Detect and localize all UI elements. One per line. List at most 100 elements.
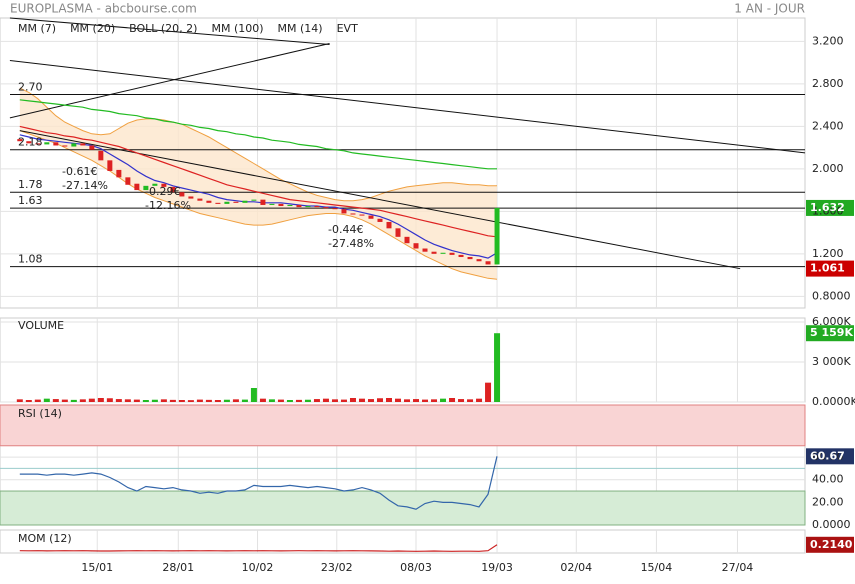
panel-frame <box>0 17 806 309</box>
oversold-zone <box>0 490 806 526</box>
candle <box>431 251 437 254</box>
candle <box>440 252 446 254</box>
y-tick-label: 1.600 <box>812 204 844 217</box>
candle <box>467 257 473 260</box>
last-mom: 0.2140 <box>810 538 853 551</box>
volume-bar <box>449 398 456 402</box>
volume-bar <box>178 400 185 402</box>
y-tick-label: 0.8000 <box>812 289 851 302</box>
candle <box>98 150 104 161</box>
volume-bar <box>34 399 41 402</box>
bollinger-lower <box>19 130 498 280</box>
last-price-bg <box>806 199 854 216</box>
candle <box>44 142 50 145</box>
candle <box>341 209 347 214</box>
candle <box>152 183 158 186</box>
candle <box>413 243 419 249</box>
last-price: 1.632 <box>810 201 845 214</box>
candle <box>62 145 68 147</box>
y-tick-label: 2.800 <box>812 77 844 90</box>
candle <box>368 215 374 219</box>
volume-bar <box>232 399 239 402</box>
panel-frame <box>0 529 806 554</box>
volume-bar <box>223 399 230 402</box>
candle <box>260 199 266 205</box>
level-label: 1.08 <box>18 253 43 266</box>
candle <box>179 192 185 197</box>
bollinger-upper <box>19 87 497 202</box>
volume-bar <box>394 398 401 402</box>
volume-bar <box>70 399 77 402</box>
x-tick-label: 27/04 <box>722 561 754 574</box>
indicator-line <box>19 456 498 510</box>
volume-bar <box>61 399 68 402</box>
moving-average <box>19 125 498 238</box>
volume-bar <box>331 399 338 402</box>
candle <box>269 203 275 205</box>
volume-bar <box>458 399 465 402</box>
legend-entry: MM (100) <box>211 22 263 35</box>
legend-entry: MM (14) <box>278 22 323 35</box>
candle <box>476 259 482 262</box>
volume-bar <box>286 400 293 402</box>
volume-bar <box>304 399 311 402</box>
panel-label: RSI (14) <box>18 407 62 420</box>
candle <box>89 145 95 150</box>
candle <box>404 236 410 244</box>
x-tick-label: 02/04 <box>560 561 592 574</box>
panel-label: VOLUME <box>18 319 64 332</box>
last-volume: 5 159K <box>810 326 853 339</box>
annotation: -0.44€ <box>328 223 363 236</box>
moving-average <box>19 99 497 170</box>
overbought-zone <box>0 404 806 447</box>
legend-entry: MM (20) <box>70 22 115 35</box>
volume-bar <box>268 399 275 402</box>
candle <box>485 261 491 265</box>
candle <box>422 248 428 252</box>
moving-average <box>19 134 498 259</box>
y-tick-label: 6.000K <box>812 315 851 328</box>
candle <box>395 228 401 237</box>
candle <box>386 221 392 229</box>
candle <box>188 196 194 199</box>
y-tick-label: 3.200 <box>812 34 844 47</box>
volume-bar <box>151 399 158 402</box>
panel-label: MOM (12) <box>18 532 72 545</box>
candle <box>17 139 23 142</box>
volume-bar <box>16 399 23 402</box>
x-tick-label: 15/01 <box>81 561 113 574</box>
y-tick-label: 2.400 <box>812 119 844 132</box>
candle <box>224 201 230 204</box>
volume-bar <box>169 399 176 402</box>
candle <box>206 200 212 203</box>
candle <box>161 183 167 187</box>
annotation: -27.48% <box>328 237 374 250</box>
volume-bar <box>385 398 392 402</box>
indicator-line <box>19 544 498 552</box>
annotation: -0.61€ <box>62 165 97 178</box>
volume-bar <box>259 398 266 402</box>
volume-bar <box>340 399 347 402</box>
volume-bar <box>295 399 302 402</box>
level-label: 1.63 <box>18 194 43 207</box>
volume-bar <box>431 399 438 402</box>
candle <box>359 214 365 216</box>
volume-bar <box>79 399 86 402</box>
low-price: 1.061 <box>810 262 845 275</box>
last-rsi-bg <box>806 448 854 465</box>
volume-bar <box>413 399 420 402</box>
volume-bar <box>160 399 167 402</box>
y-tick-label: 20.00 <box>812 495 844 508</box>
volume-bar <box>241 399 248 402</box>
candle <box>71 143 77 147</box>
candle <box>125 177 131 185</box>
y-tick-label: 0.0000 <box>812 518 851 531</box>
volume-bar <box>322 398 329 402</box>
candle <box>143 185 149 191</box>
volume-bar <box>422 399 429 402</box>
volume-bar <box>277 399 284 402</box>
volume-bar <box>467 399 474 402</box>
trendline <box>9 59 806 154</box>
trendline <box>9 17 330 46</box>
